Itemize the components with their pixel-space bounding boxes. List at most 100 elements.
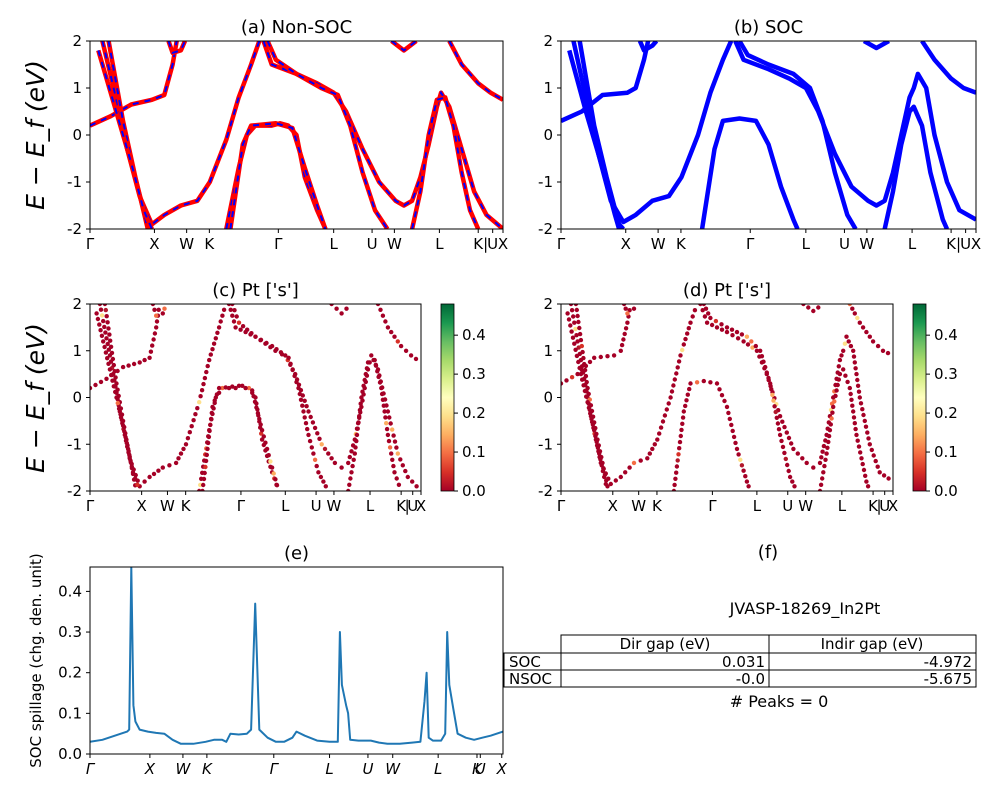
projection-point	[754, 348, 760, 353]
band-soc-4	[637, 41, 659, 53]
projection-point	[826, 433, 832, 439]
projection-point	[739, 332, 745, 337]
projection-point	[564, 378, 569, 383]
projection-point	[578, 337, 584, 343]
xtick-label: U	[407, 497, 418, 515]
projection-point	[571, 314, 576, 319]
projection-point	[680, 347, 685, 353]
projection-point	[414, 484, 419, 489]
projection-point	[577, 331, 583, 337]
projection-point	[787, 474, 793, 480]
projection-point	[379, 391, 385, 397]
projection-point	[717, 387, 722, 392]
projection-point	[680, 415, 686, 420]
projection-point	[855, 438, 860, 443]
projection-point	[835, 382, 840, 388]
projection-point	[845, 379, 850, 385]
projection-point	[677, 446, 682, 451]
projection-point	[98, 379, 104, 385]
colorbar-tick-label: 0.3	[462, 365, 486, 383]
xtick-label: U	[782, 497, 793, 515]
projection-point	[332, 460, 338, 466]
xtick-label: Γ	[86, 235, 95, 253]
projection-point	[585, 385, 590, 391]
projection-point	[98, 307, 104, 312]
projection-point	[573, 304, 579, 307]
xtick-label: U	[311, 497, 322, 515]
projection-point	[743, 474, 748, 479]
projection-point	[298, 397, 304, 402]
table-row-soc-dir: 0.031	[722, 653, 765, 671]
projection-point	[764, 370, 769, 375]
table-row-nsoc-indir: -5.675	[924, 670, 972, 688]
xtick-label: U	[879, 497, 890, 515]
ytick-label: 0.3	[58, 623, 82, 641]
xtick-label: X	[888, 497, 898, 515]
projection-point	[94, 311, 99, 316]
projection-point	[866, 436, 871, 441]
xtick-label: |	[956, 235, 961, 253]
ytick-label: 0	[72, 126, 82, 144]
projection-point	[142, 479, 147, 484]
projection-point	[410, 479, 415, 484]
projection-point	[405, 474, 410, 480]
projection-point	[806, 305, 811, 310]
projection-point	[252, 399, 258, 404]
projection-point	[354, 432, 360, 438]
projection-point	[210, 404, 215, 410]
projection-point	[673, 476, 678, 481]
xtick-label: K	[676, 235, 687, 253]
projection-point	[700, 308, 705, 313]
projection-point	[841, 367, 846, 372]
projection-point	[334, 306, 339, 311]
projection-point	[259, 431, 264, 436]
projection-point	[108, 338, 113, 343]
projection-point	[581, 383, 586, 388]
projection-point	[346, 488, 351, 491]
projection-point	[669, 389, 675, 394]
panel-title-d: (d) Pt ['s']	[683, 280, 771, 301]
projection-point	[574, 333, 579, 338]
projection-point	[232, 308, 237, 313]
projection-point	[156, 307, 161, 312]
projection-point	[344, 306, 349, 311]
projection-point	[588, 411, 593, 416]
projection-point	[375, 369, 380, 374]
projection-point	[258, 338, 263, 343]
projection-point	[791, 446, 796, 452]
projection-point	[90, 385, 93, 391]
projection-point	[863, 424, 869, 429]
projection-point	[586, 405, 592, 410]
projection-point	[592, 355, 597, 360]
projection-point	[105, 356, 110, 361]
projection-point	[856, 389, 862, 394]
projection-point	[589, 416, 594, 422]
projection-point	[625, 320, 630, 325]
projection-point	[855, 377, 860, 383]
xtick-label: X	[136, 497, 146, 515]
projection-point	[245, 327, 250, 332]
projection-point	[326, 451, 331, 456]
projection-point	[103, 350, 109, 355]
projection-point	[782, 450, 787, 456]
projection-point	[618, 348, 623, 353]
projection-point	[858, 450, 863, 455]
ytick-label: -1	[67, 435, 82, 453]
projection-point	[745, 342, 751, 347]
xtick-label: L	[908, 235, 917, 253]
projection-point	[698, 304, 703, 307]
colorbar-tick-label: 0.1	[934, 443, 958, 461]
projection-point	[220, 385, 225, 391]
ytick-label: 0.4	[58, 582, 82, 600]
projection-point	[852, 360, 857, 365]
projection-point	[854, 371, 859, 377]
projection-point	[318, 474, 324, 480]
projection-point	[383, 415, 388, 420]
projection-point	[602, 474, 607, 480]
projection-point	[378, 307, 383, 312]
projection-point	[223, 385, 228, 390]
projection-point	[130, 470, 136, 475]
projection-point	[569, 329, 574, 334]
projection-point	[603, 481, 608, 487]
band-nsoc-overlay-6	[229, 122, 327, 229]
